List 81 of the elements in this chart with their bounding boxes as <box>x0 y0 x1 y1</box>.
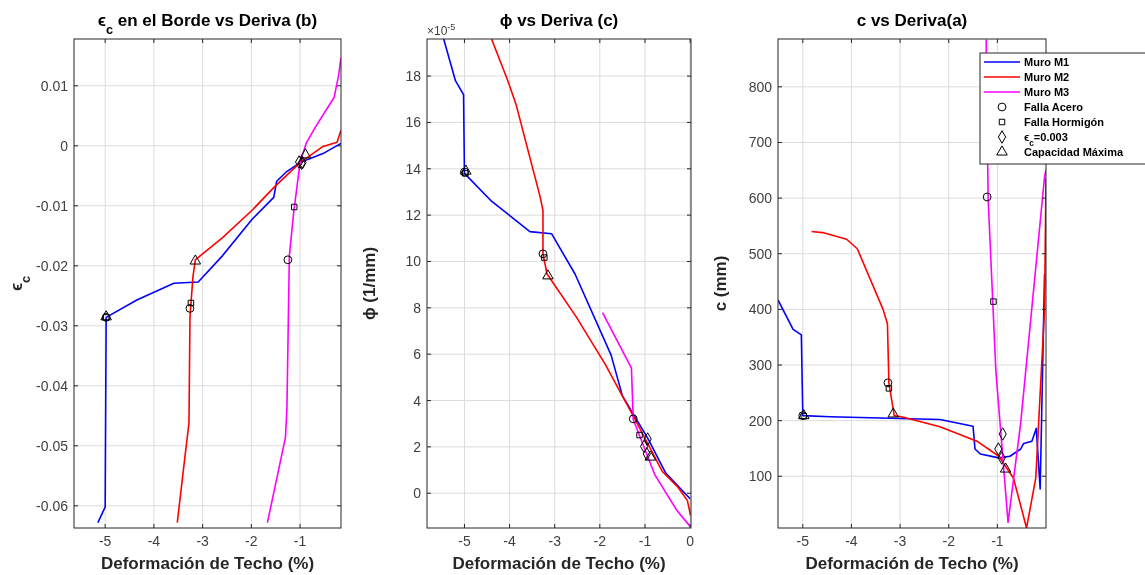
chart-title: ϕ vs Deriva (c) <box>499 11 619 30</box>
legend-label: ϵ$_{c}$=0.003 <box>1024 131 1068 148</box>
line-series <box>442 39 691 500</box>
point <box>187 299 195 307</box>
y-tick-label: 8 <box>413 299 422 316</box>
x-axis-title: Deformación de Techo (%) <box>100 554 315 573</box>
y-tick-label: 2 <box>413 438 422 455</box>
y-tick-label: 500 <box>748 245 773 262</box>
x-tick-label: 0 <box>686 533 695 549</box>
y-tick-label: 600 <box>748 190 773 207</box>
point <box>636 431 643 439</box>
legend-label: Muro M3 <box>1024 86 1070 98</box>
legend-label: Muro M2 <box>1024 71 1070 83</box>
y-tick-label: -0.03 <box>36 317 69 334</box>
x-tick-label: -1 <box>991 533 1004 549</box>
point <box>628 414 638 424</box>
x-tick-label: -2 <box>593 533 607 549</box>
y-tick-label: 12 <box>405 207 422 224</box>
x-tick-label: -2 <box>245 533 258 549</box>
y-tick-label: 100 <box>748 468 773 485</box>
line-series <box>490 39 691 517</box>
x-tick-label: -1 <box>638 533 652 549</box>
chart-title: c vs Deriva(a) <box>856 11 968 30</box>
x-tick-label: -1 <box>293 533 307 549</box>
chart-title: ϵ$_{c}$ en el Borde vs Deriva (b) <box>97 11 318 37</box>
point <box>644 450 657 461</box>
y-tick-label: -0.02 <box>36 257 69 274</box>
y-tick-label: 14 <box>405 160 422 177</box>
line-series <box>97 142 341 524</box>
line-series <box>176 129 341 524</box>
y-tick-label: 400 <box>748 301 773 318</box>
y-tick-label: -0.04 <box>36 377 69 394</box>
legend-label: Falla Acero <box>1024 101 1084 113</box>
point <box>999 462 1012 473</box>
y-tick-label: 200 <box>748 412 773 429</box>
x-tick-label: -4 <box>845 533 858 549</box>
y-tick-label: -0.05 <box>36 437 69 454</box>
point <box>299 148 312 159</box>
y-tick-label: 0.01 <box>40 77 69 94</box>
y-tick-label: 0 <box>60 137 69 154</box>
point <box>990 298 997 305</box>
line-series <box>601 311 691 528</box>
x-tick-label: -4 <box>147 533 161 549</box>
point <box>283 255 293 265</box>
y-tick-label: -0.06 <box>36 497 69 514</box>
point <box>290 203 298 211</box>
legend-label: Falla Hormigón <box>1024 116 1105 128</box>
x-axis-title: Deformación de Techo (%) <box>452 554 666 573</box>
x-tick-label: -3 <box>548 533 562 549</box>
legend-label: Muro M1 <box>1024 56 1070 68</box>
legend-label: Capacidad Máxima <box>1024 146 1124 158</box>
point <box>883 378 893 388</box>
point <box>885 385 893 392</box>
x-tick-label: -4 <box>503 533 517 549</box>
x-tick-label: -5 <box>796 533 810 549</box>
y-tick-label: 10 <box>405 253 422 270</box>
y-tick-label: 4 <box>413 392 422 409</box>
x-tick-label: -5 <box>98 533 112 549</box>
y-axis-title: ϕ (1/mm) <box>360 246 379 321</box>
x-axis-title: Deformación de Techo (%) <box>805 554 1019 573</box>
point <box>982 192 992 202</box>
point <box>542 269 554 280</box>
y-tick-label: -0.01 <box>36 197 69 214</box>
x-tick-label: -3 <box>893 533 907 549</box>
point <box>541 254 548 261</box>
x-tick-label: -2 <box>942 533 956 549</box>
y-axis-title: c (mm) <box>711 255 730 312</box>
y-tick-label: 700 <box>748 134 773 151</box>
text: ×10$^{-5}$ <box>427 22 456 38</box>
point <box>185 304 195 313</box>
y-tick-label: 18 <box>405 68 422 85</box>
point <box>538 249 548 259</box>
y-tick-label: 300 <box>748 357 773 373</box>
y-tick-label: 6 <box>413 346 422 363</box>
point <box>887 407 900 418</box>
x-tick-label: -5 <box>458 533 471 549</box>
y-tick-label: 0 <box>413 485 422 502</box>
y-tick-label: 800 <box>748 78 773 95</box>
point <box>189 254 202 265</box>
y-tick-label: 16 <box>405 114 422 131</box>
x-tick-label: -3 <box>196 533 210 549</box>
